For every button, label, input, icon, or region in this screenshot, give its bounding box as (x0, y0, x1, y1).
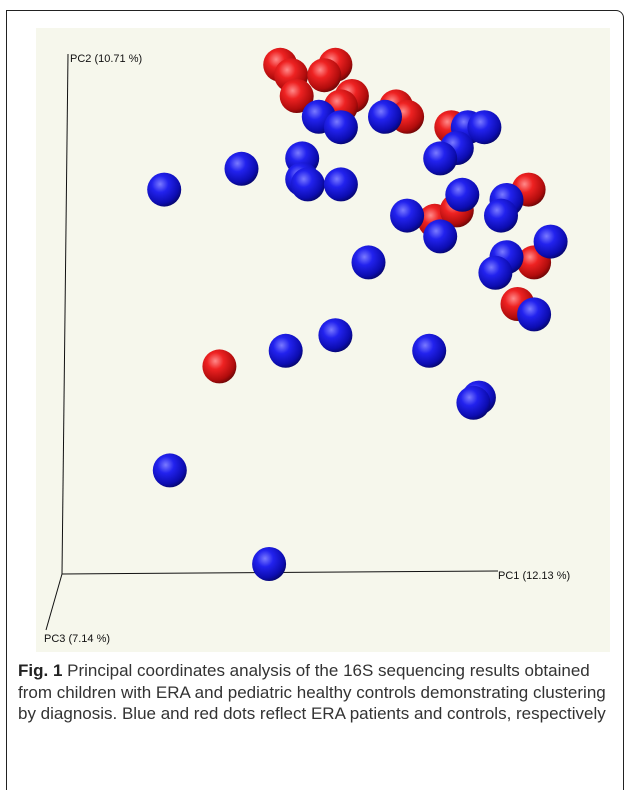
pc2-axis-line (61, 53, 69, 575)
era-point-44 (152, 453, 187, 488)
era-point-22 (423, 141, 458, 176)
caption-text: Principal coordinates analysis of the 16… (18, 661, 606, 723)
era-point-28 (147, 172, 182, 207)
era-point-17 (323, 110, 358, 145)
pcoa-svg: PC2 (10.71 %) PC1 (12.13 %) PC3 (7.14 %) (44, 47, 570, 645)
points-layer (147, 47, 568, 581)
era-point-43 (456, 385, 491, 420)
era-point-36 (478, 255, 513, 290)
pc1-axis-label: PC1 (12.13 %) (498, 570, 570, 582)
pc3-axis-label: PC3 (7.14 %) (44, 633, 110, 645)
era-point-24 (224, 151, 259, 186)
era-point-29 (445, 177, 480, 212)
pc3-axis-line (45, 573, 63, 631)
era-point-37 (351, 245, 386, 280)
era-point-34 (533, 224, 568, 259)
era-point-32 (390, 198, 425, 233)
control-point-2 (279, 79, 314, 113)
control-point-15 (202, 349, 237, 384)
era-point-38 (517, 297, 552, 332)
era-point-41 (412, 333, 447, 368)
era-point-31 (484, 198, 518, 233)
control-point-4 (307, 58, 342, 93)
figure-label: Fig. 1 (18, 661, 63, 680)
pc2-axis-label: PC2 (10.71 %) (70, 53, 142, 65)
era-point-40 (268, 333, 303, 368)
era-point-33 (423, 219, 458, 254)
era-point-27 (323, 167, 358, 202)
era-point-20 (467, 110, 502, 145)
figure-frame (6, 10, 624, 790)
figure-caption: Fig. 1 Principal coordinates analysis of… (18, 660, 618, 725)
era-point-18 (368, 99, 402, 134)
era-point-45 (252, 547, 287, 581)
era-point-26 (290, 167, 325, 202)
era-point-39 (318, 318, 353, 353)
pcoa-plot: PC2 (10.71 %) PC1 (12.13 %) PC3 (7.14 %) (36, 28, 610, 652)
